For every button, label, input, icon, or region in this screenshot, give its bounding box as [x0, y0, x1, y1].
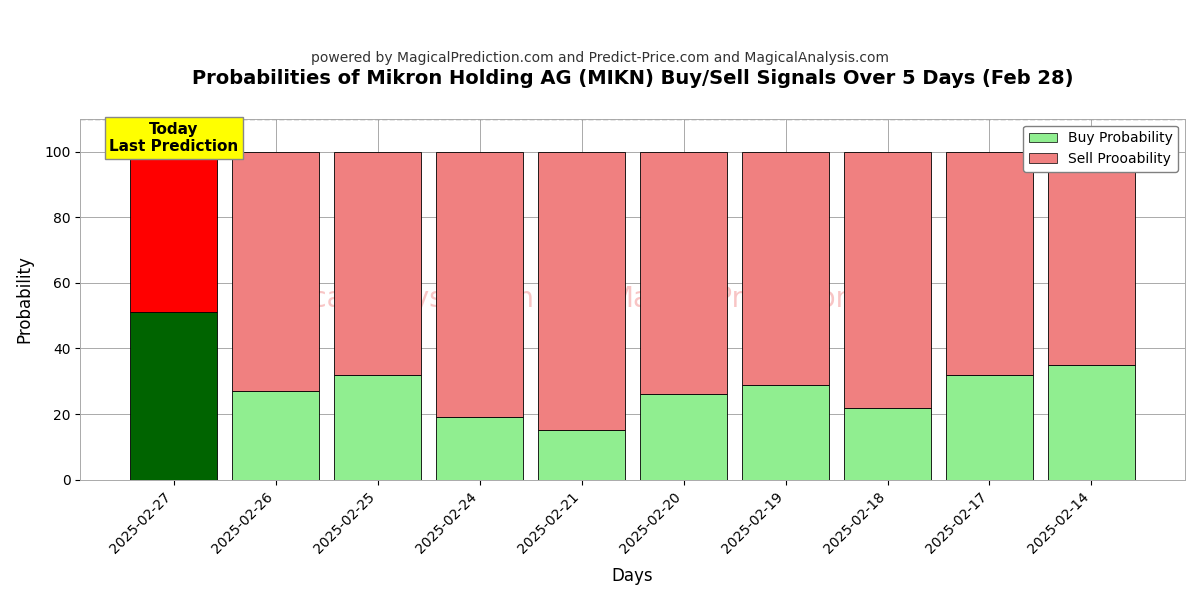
Bar [233, 391, 319, 479]
Bar [743, 385, 829, 479]
Bar [335, 374, 421, 479]
Bar [844, 152, 931, 407]
Bar [539, 152, 625, 430]
Bar [233, 152, 319, 391]
Bar [641, 152, 727, 394]
Bar [437, 418, 523, 479]
Legend: Buy Probability, Sell Prooability: Buy Probability, Sell Prooability [1024, 125, 1178, 172]
Text: powered by MagicalPrediction.com and Predict-Price.com and MagicalAnalysis.com: powered by MagicalPrediction.com and Pre… [311, 51, 889, 65]
Bar [335, 152, 421, 374]
Text: Today
Last Prediction: Today Last Prediction [109, 122, 239, 154]
Bar [1048, 365, 1135, 479]
Bar [743, 152, 829, 385]
Bar [131, 152, 217, 313]
Bar [437, 152, 523, 418]
Bar [641, 394, 727, 479]
Text: MagicalAnalysis.com: MagicalAnalysis.com [245, 285, 534, 313]
Bar [946, 152, 1033, 374]
Bar [539, 430, 625, 479]
Text: MagicalPrediction.com: MagicalPrediction.com [608, 285, 922, 313]
X-axis label: Days: Days [612, 567, 654, 585]
Y-axis label: Probability: Probability [14, 255, 32, 343]
Bar [946, 374, 1033, 479]
Bar [131, 313, 217, 479]
Bar [1048, 152, 1135, 365]
Title: Probabilities of Mikron Holding AG (MIKN) Buy/Sell Signals Over 5 Days (Feb 28): Probabilities of Mikron Holding AG (MIKN… [192, 69, 1073, 88]
Bar [844, 407, 931, 479]
